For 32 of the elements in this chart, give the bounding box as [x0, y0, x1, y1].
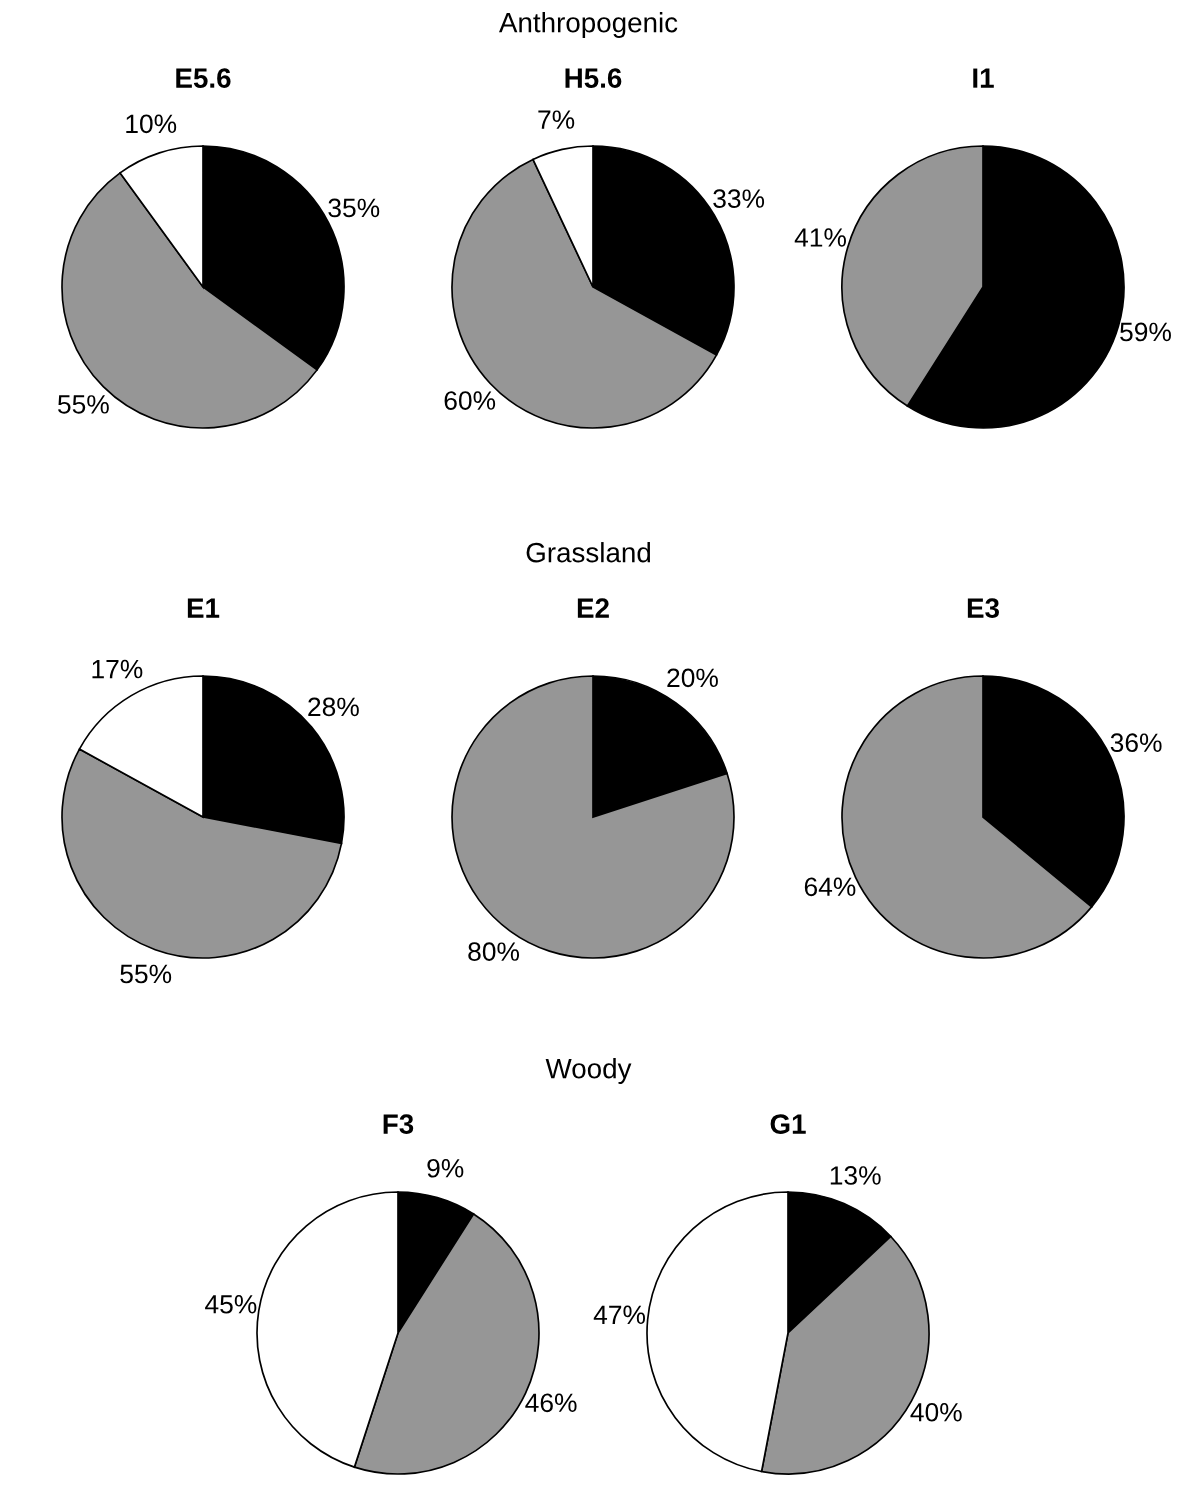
- data-label: 35%: [328, 198, 380, 218]
- data-label: 55%: [58, 395, 109, 414]
- chart-title: G1: [770, 1114, 806, 1134]
- data-label: 41%: [794, 228, 846, 247]
- data-label: 47%: [593, 1305, 646, 1325]
- text: Woody: [545, 1058, 632, 1084]
- data-label: 59%: [1120, 322, 1171, 342]
- data-label: 46%: [525, 1393, 577, 1413]
- data-label: 10%: [126, 114, 177, 134]
- data-label: 17%: [92, 659, 143, 679]
- chart-title: E2: [577, 598, 609, 618]
- text: Anthropogenic: [498, 12, 678, 38]
- chart-title: E1: [187, 598, 220, 618]
- data-label: 28%: [308, 697, 359, 717]
- data-label: 7%: [538, 110, 575, 129]
- data-label: 33%: [713, 189, 765, 208]
- data-label: 60%: [444, 391, 496, 410]
- data-label: 20%: [667, 668, 718, 688]
- text: Grassland: [526, 542, 651, 563]
- data-label: 64%: [804, 877, 856, 897]
- data-label: 40%: [910, 1402, 962, 1422]
- chart-title: E5.6: [176, 68, 231, 88]
- chart-title: I1: [973, 68, 994, 88]
- data-label: 80%: [468, 942, 520, 961]
- data-label: 45%: [205, 1295, 257, 1314]
- data-label: 55%: [120, 964, 172, 984]
- data-label: 13%: [830, 1166, 881, 1185]
- chart-title: H5.6: [565, 68, 622, 88]
- chart-title: F3: [383, 1114, 414, 1134]
- data-label: 9%: [427, 1158, 464, 1178]
- data-label: 36%: [1110, 733, 1162, 753]
- chart-title: E3: [967, 598, 999, 618]
